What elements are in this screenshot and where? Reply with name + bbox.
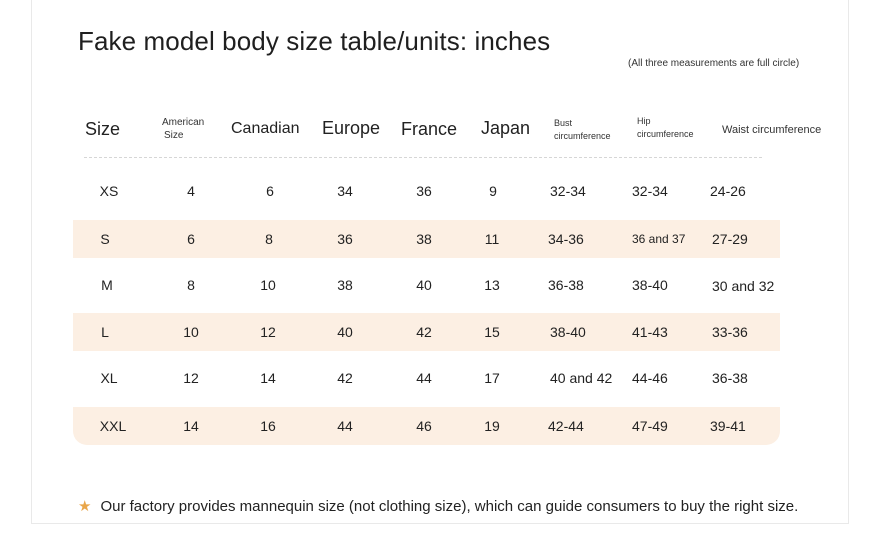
cell-europe: 38 xyxy=(337,277,353,293)
table-row: M 8 10 38 40 13 36-38 38-40 30 and 32 xyxy=(73,266,780,304)
cell-size: M xyxy=(101,277,113,293)
cell-japan: 11 xyxy=(484,231,500,247)
header-bust-line2: circumference xyxy=(554,131,611,141)
header-japan: Japan xyxy=(481,118,531,138)
cell-hip: 41-43 xyxy=(632,324,668,340)
cell-american: 12 xyxy=(183,370,199,386)
cell-france: 42 xyxy=(416,324,432,340)
header-france: France xyxy=(401,119,458,139)
page-title: Fake model body size table/units: inches xyxy=(78,26,551,56)
cell-europe: 44 xyxy=(337,418,353,434)
header-canadian: Canadian xyxy=(231,120,300,137)
cell-canadian: 6 xyxy=(266,183,274,199)
cell-american: 8 xyxy=(187,277,195,293)
header-waist-circumference: Waist circumference xyxy=(722,124,822,136)
cell-waist: 24-26 xyxy=(710,183,746,199)
cell-europe: 40 xyxy=(337,324,353,340)
cell-hip: 32-34 xyxy=(632,183,668,199)
header-europe: Europe xyxy=(322,118,381,138)
cell-japan: 19 xyxy=(484,418,500,434)
table-row: L 10 12 40 42 15 38-40 41-43 33-36 xyxy=(73,313,780,351)
cell-size: L xyxy=(101,324,109,340)
measurement-note: (All three measurements are full circle) xyxy=(628,58,800,69)
cell-europe: 36 xyxy=(337,231,353,247)
cell-bust: 36-38 xyxy=(548,277,584,293)
cell-canadian: 14 xyxy=(260,370,276,386)
header-bust-line1: Bust xyxy=(554,118,573,128)
cell-canadian: 12 xyxy=(260,324,276,340)
cell-size: S xyxy=(100,231,110,247)
table-row: S 6 8 36 38 11 34-36 36 and 37 27-29 xyxy=(73,220,780,258)
cell-bust: 34-36 xyxy=(548,231,584,247)
cell-bust: 40 and 42 xyxy=(550,370,613,386)
cell-europe: 34 xyxy=(337,183,353,199)
cell-size: XXL xyxy=(99,418,127,434)
cell-waist: 33-36 xyxy=(712,324,748,340)
table-row: XL 12 14 42 44 17 40 and 42 44-46 36-38 xyxy=(73,359,780,397)
cell-waist: 36-38 xyxy=(712,370,748,386)
header-hip-circumference: Hip circumference xyxy=(637,115,694,141)
cell-american: 14 xyxy=(183,418,199,434)
header-american-line2: Size xyxy=(164,130,184,141)
footer-note: ★ Our factory provides mannequin size (n… xyxy=(78,497,799,516)
cell-japan: 15 xyxy=(484,324,500,340)
cell-waist: 27-29 xyxy=(712,231,748,247)
cell-canadian: 10 xyxy=(260,277,276,293)
cell-bust: 32-34 xyxy=(550,183,586,199)
cell-waist: 30 and 32 xyxy=(712,278,775,294)
cell-bust: 42-44 xyxy=(548,418,584,434)
cell-japan: 9 xyxy=(489,183,497,199)
cell-hip: 38-40 xyxy=(632,277,668,293)
cell-japan: 13 xyxy=(484,277,500,293)
header-american-size: American Size xyxy=(162,116,204,142)
size-chart-card xyxy=(31,0,849,524)
header-bust-circumference: Bust circumference xyxy=(554,117,611,143)
cell-american: 6 xyxy=(187,231,195,247)
table-row: XXL 14 16 44 46 19 42-44 47-49 39-41 xyxy=(73,407,780,445)
table-row: XS 4 6 34 36 9 32-34 32-34 24-26 xyxy=(73,172,780,210)
header-divider xyxy=(84,157,762,158)
header-size: Size xyxy=(85,119,121,139)
cell-europe: 42 xyxy=(337,370,353,386)
cell-hip: 44-46 xyxy=(632,370,668,386)
header-hip-line1: Hip xyxy=(637,116,651,126)
cell-waist: 39-41 xyxy=(710,418,746,434)
cell-japan: 17 xyxy=(484,370,500,386)
cell-bust: 38-40 xyxy=(550,324,586,340)
cell-france: 46 xyxy=(416,418,432,434)
cell-france: 40 xyxy=(416,277,432,293)
header-american-line1: American xyxy=(162,117,205,128)
cell-size: XS xyxy=(99,183,119,199)
footer-text: Our factory provides mannequin size (not… xyxy=(100,497,799,515)
star-icon: ★ xyxy=(78,498,92,515)
cell-france: 44 xyxy=(416,370,432,386)
cell-france: 36 xyxy=(416,183,432,199)
cell-hip: 36 and 37 xyxy=(632,232,686,246)
cell-american: 10 xyxy=(183,324,199,340)
cell-canadian: 16 xyxy=(260,418,276,434)
header-hip-line2: circumference xyxy=(637,129,694,139)
cell-canadian: 8 xyxy=(265,231,273,247)
cell-france: 38 xyxy=(416,231,432,247)
table-header: Size American Size Canadian Europe Franc… xyxy=(0,110,880,150)
cell-hip: 47-49 xyxy=(632,418,668,434)
cell-size: XL xyxy=(100,370,118,386)
cell-american: 4 xyxy=(187,183,195,199)
